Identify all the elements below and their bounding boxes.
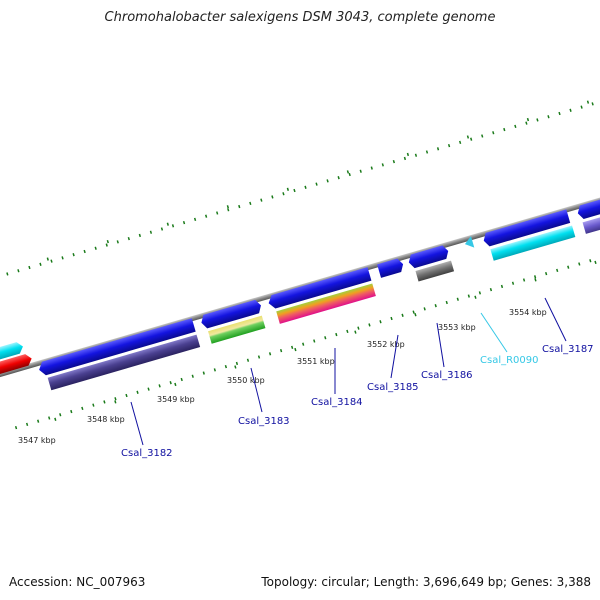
kbp-label: 3548 kbp [87,415,125,424]
gene-csal-3186[interactable] [407,244,450,269]
gene-csal-3187[interactable] [482,209,571,247]
kbp-label: 3549 kbp [157,395,195,404]
kbp-labels: 3547 kbp 3548 kbp 3549 kbp 3550 kbp 3551… [18,308,547,445]
kbp-label: 3550 kbp [227,376,265,385]
gene-csal-3185[interactable] [377,257,405,278]
gene-label-csal-r0090[interactable]: Csal_R0090 [480,355,539,366]
trna-csal-r0090[interactable] [463,236,475,250]
kbp-label: 3554 kbp [509,308,547,317]
genome-summary-text: Topology: circular; Length: 3,696,649 bp… [261,575,591,589]
gene-csal-3186-cog[interactable] [415,260,455,282]
kbp-label: 3552 kbp [367,340,405,349]
gene-csal-3184-cog[interactable] [276,283,376,324]
gene-label-csal-3187[interactable]: Csal_3187 [542,344,594,355]
map-title: Chromohalobacter salexigens DSM 3043, co… [104,10,496,25]
forward-strand-genes [0,178,600,391]
gene-csal-3183-cog[interactable] [208,315,266,344]
kbp-label: 3547 kbp [18,436,56,445]
kbp-label: 3553 kbp [438,323,476,332]
gene-label-csal-3186[interactable]: Csal_3186 [421,370,473,381]
gene-cds-left-red[interactable] [0,353,33,386]
gene-label-csal-3185[interactable]: Csal_3185 [367,382,419,393]
gene-callout-lines [130,297,567,446]
gene-label-csal-3183[interactable]: Csal_3183 [238,416,290,427]
gene-csal-3187-cog[interactable] [490,225,576,261]
gene-cds-left-cyan[interactable] [0,341,25,372]
gene-csal-3184[interactable] [267,267,372,310]
accession-text: Accession: NC_007963 [9,575,146,589]
gene-labels: Csal_3182 Csal_3183 Csal_3184 Csal_3185 … [121,344,594,459]
gene-csal-3182-cog[interactable] [47,334,201,391]
lower-scale-ticks [14,231,600,433]
kbp-label: 3551 kbp [297,357,335,366]
gene-label-csal-3184[interactable]: Csal_3184 [311,397,363,408]
gene-label-csal-3182[interactable]: Csal_3182 [121,448,173,459]
gene-csal-3183[interactable] [199,299,262,330]
gene-csal-3182[interactable] [37,318,196,376]
